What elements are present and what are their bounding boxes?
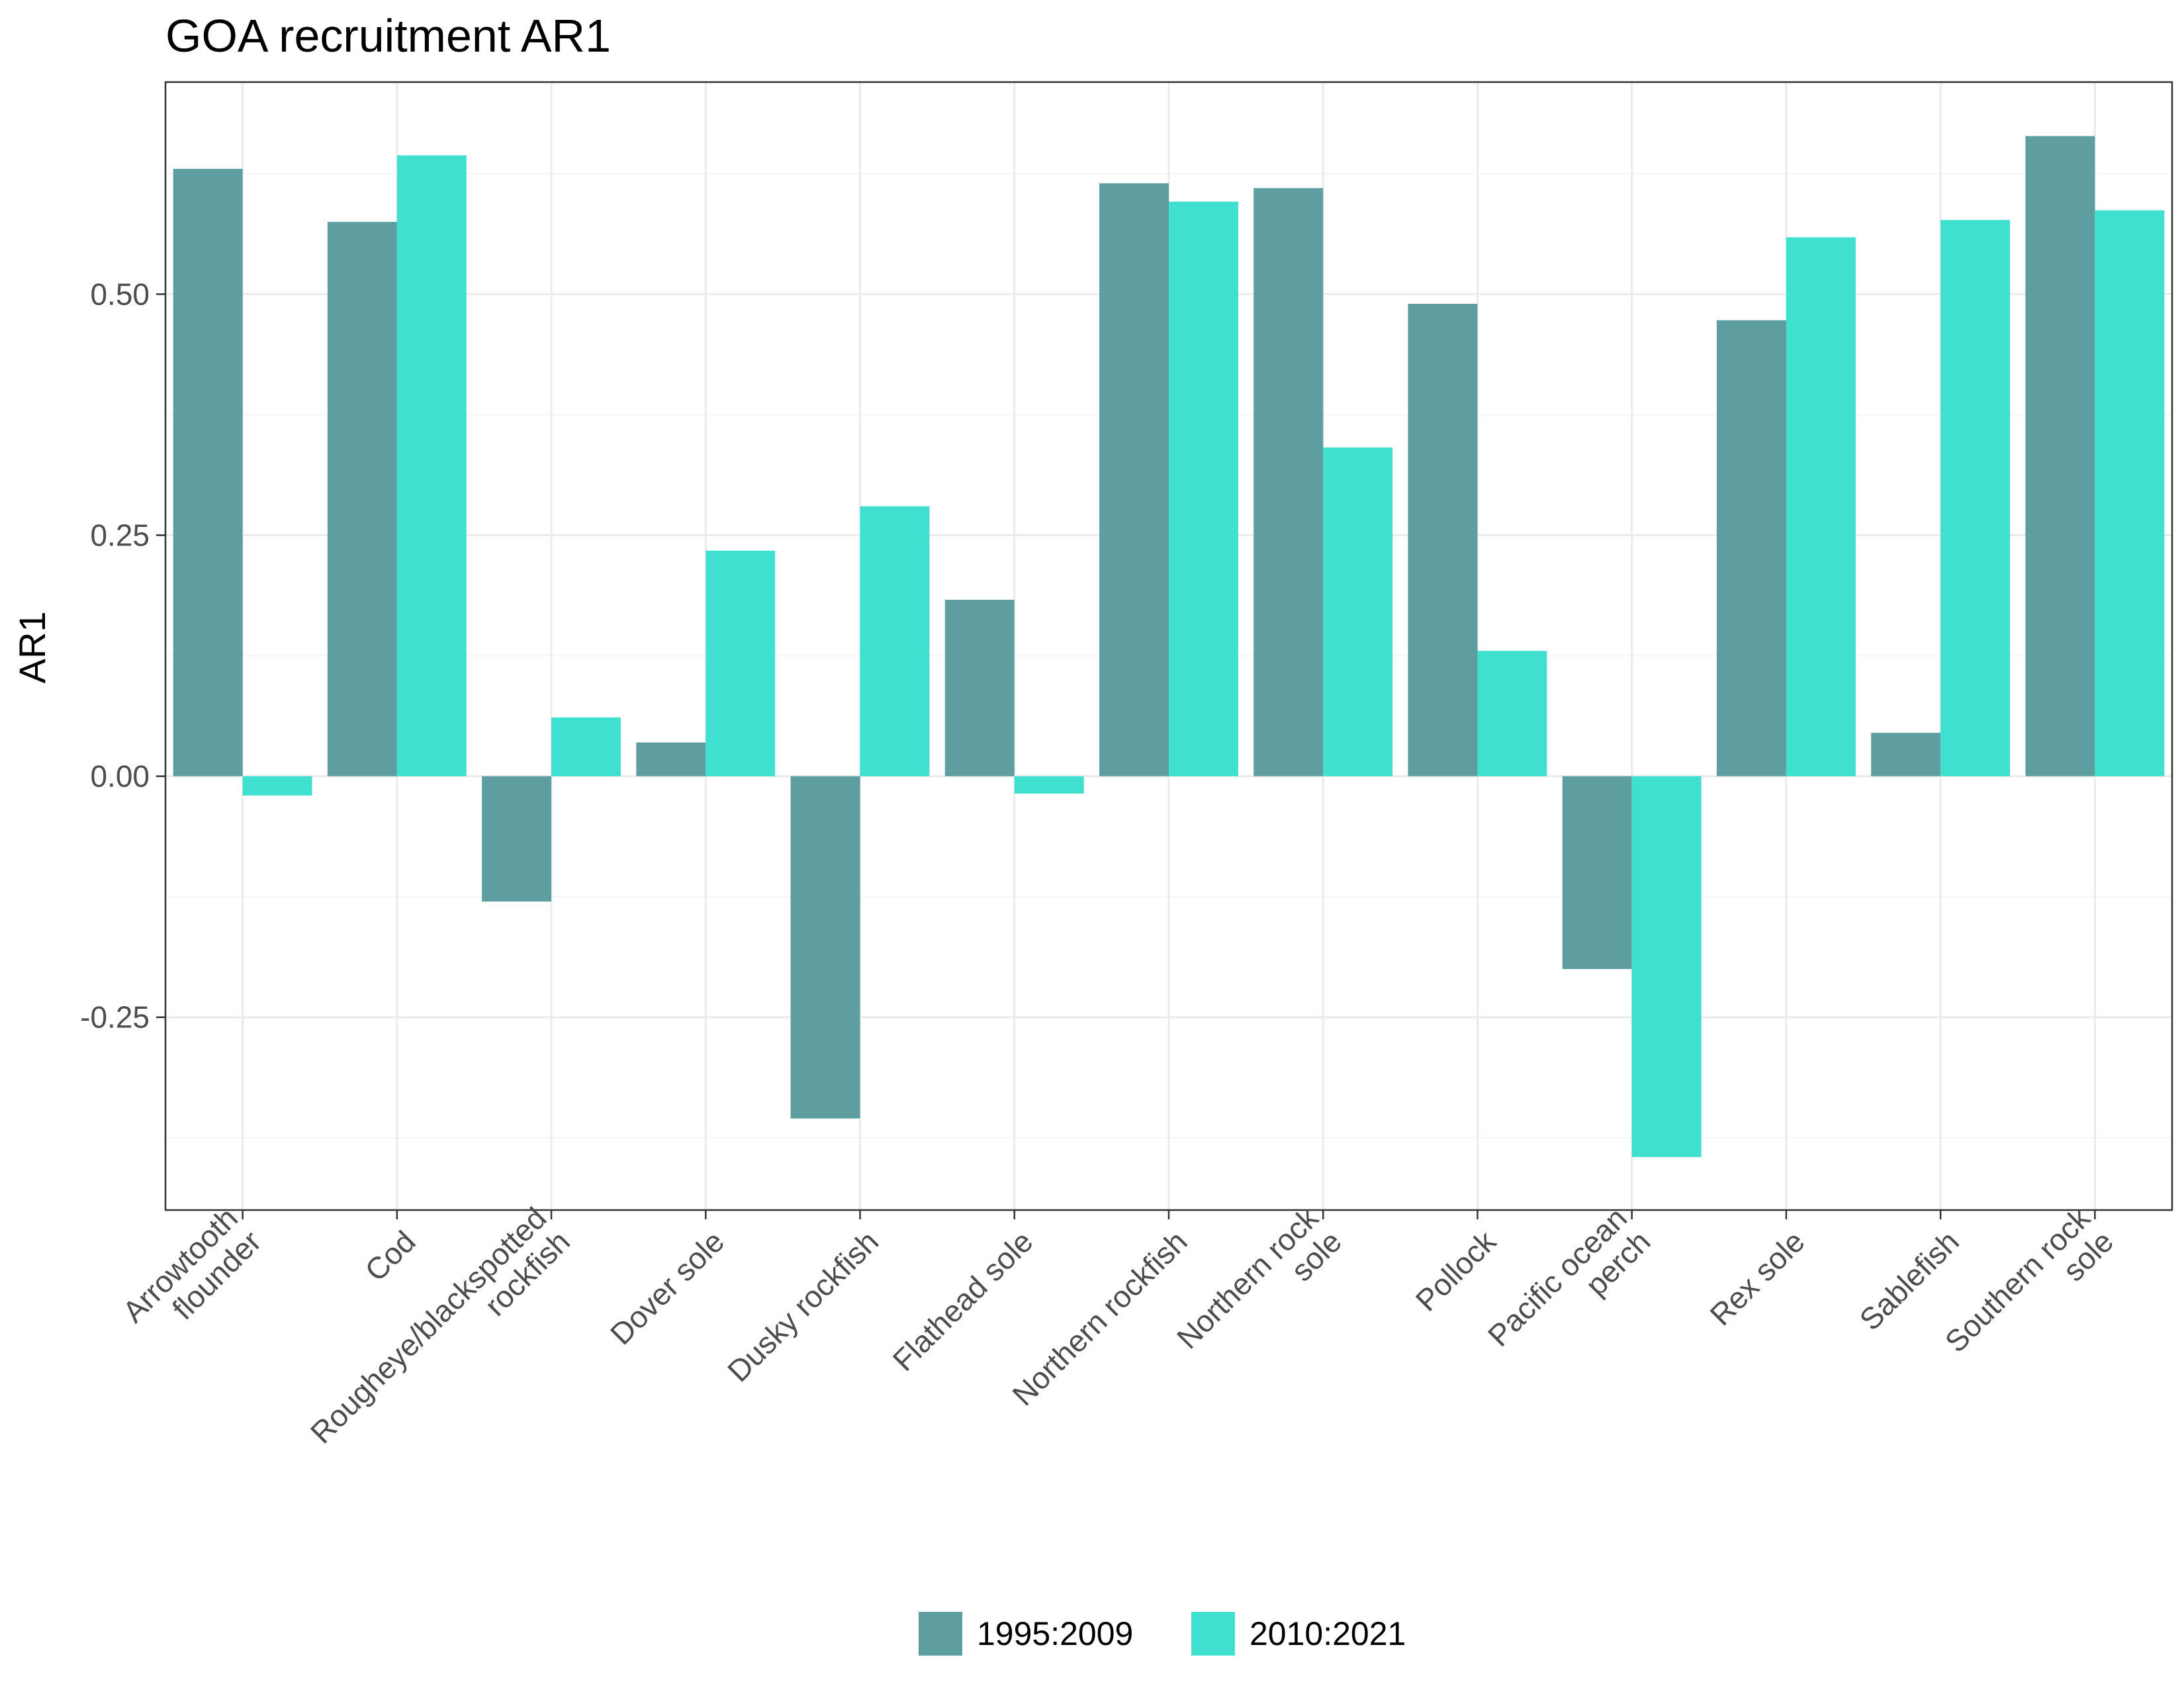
bar-series2 [1477,651,1547,776]
legend-label: 1995:2009 [977,1615,1133,1652]
bar-series1 [1716,320,1786,776]
bar-series1 [1562,776,1632,969]
bar-series1 [1253,188,1324,776]
bar-series1 [1408,303,1478,776]
bar-series2 [1169,201,1238,776]
bar-series1 [1099,183,1169,776]
legend-key [919,1612,962,1656]
bar-series2 [396,155,467,776]
chart-title: GOA recruitment AR1 [165,10,611,62]
bar-series2 [860,506,930,776]
y-tick-label: 0.50 [90,277,150,311]
bar-series2 [1786,237,1856,776]
bar-series1 [482,776,552,902]
y-axis: -0.25 0.00 0.25 0.50 [80,277,165,1035]
bar-series1 [1871,733,1941,776]
bar-series1 [327,222,397,776]
bar-series1 [173,169,243,776]
bar-series2 [551,717,621,776]
bar-series2 [1014,776,1084,794]
legend: 1995:2009 2010:2021 [919,1612,1406,1656]
legend-label: 2010:2021 [1250,1615,1406,1652]
bar-series2 [242,776,312,796]
y-tick-label: 0.25 [90,518,150,553]
bar-series1 [636,742,706,776]
bar-series2 [705,550,776,776]
bars [173,136,2165,1157]
y-axis-label: AR1 [11,612,53,684]
y-tick-label: -0.25 [80,1000,150,1035]
bar-series2 [1940,220,2011,776]
y-tick-label: 0.00 [90,759,150,794]
bar-series1 [2025,136,2095,776]
bar-series1 [790,776,860,1119]
bar-series2 [1323,447,1393,776]
bar-series2 [1631,776,1702,1157]
bar-series1 [944,600,1015,776]
bar-series2 [2095,210,2165,776]
legend-key [1191,1612,1235,1656]
